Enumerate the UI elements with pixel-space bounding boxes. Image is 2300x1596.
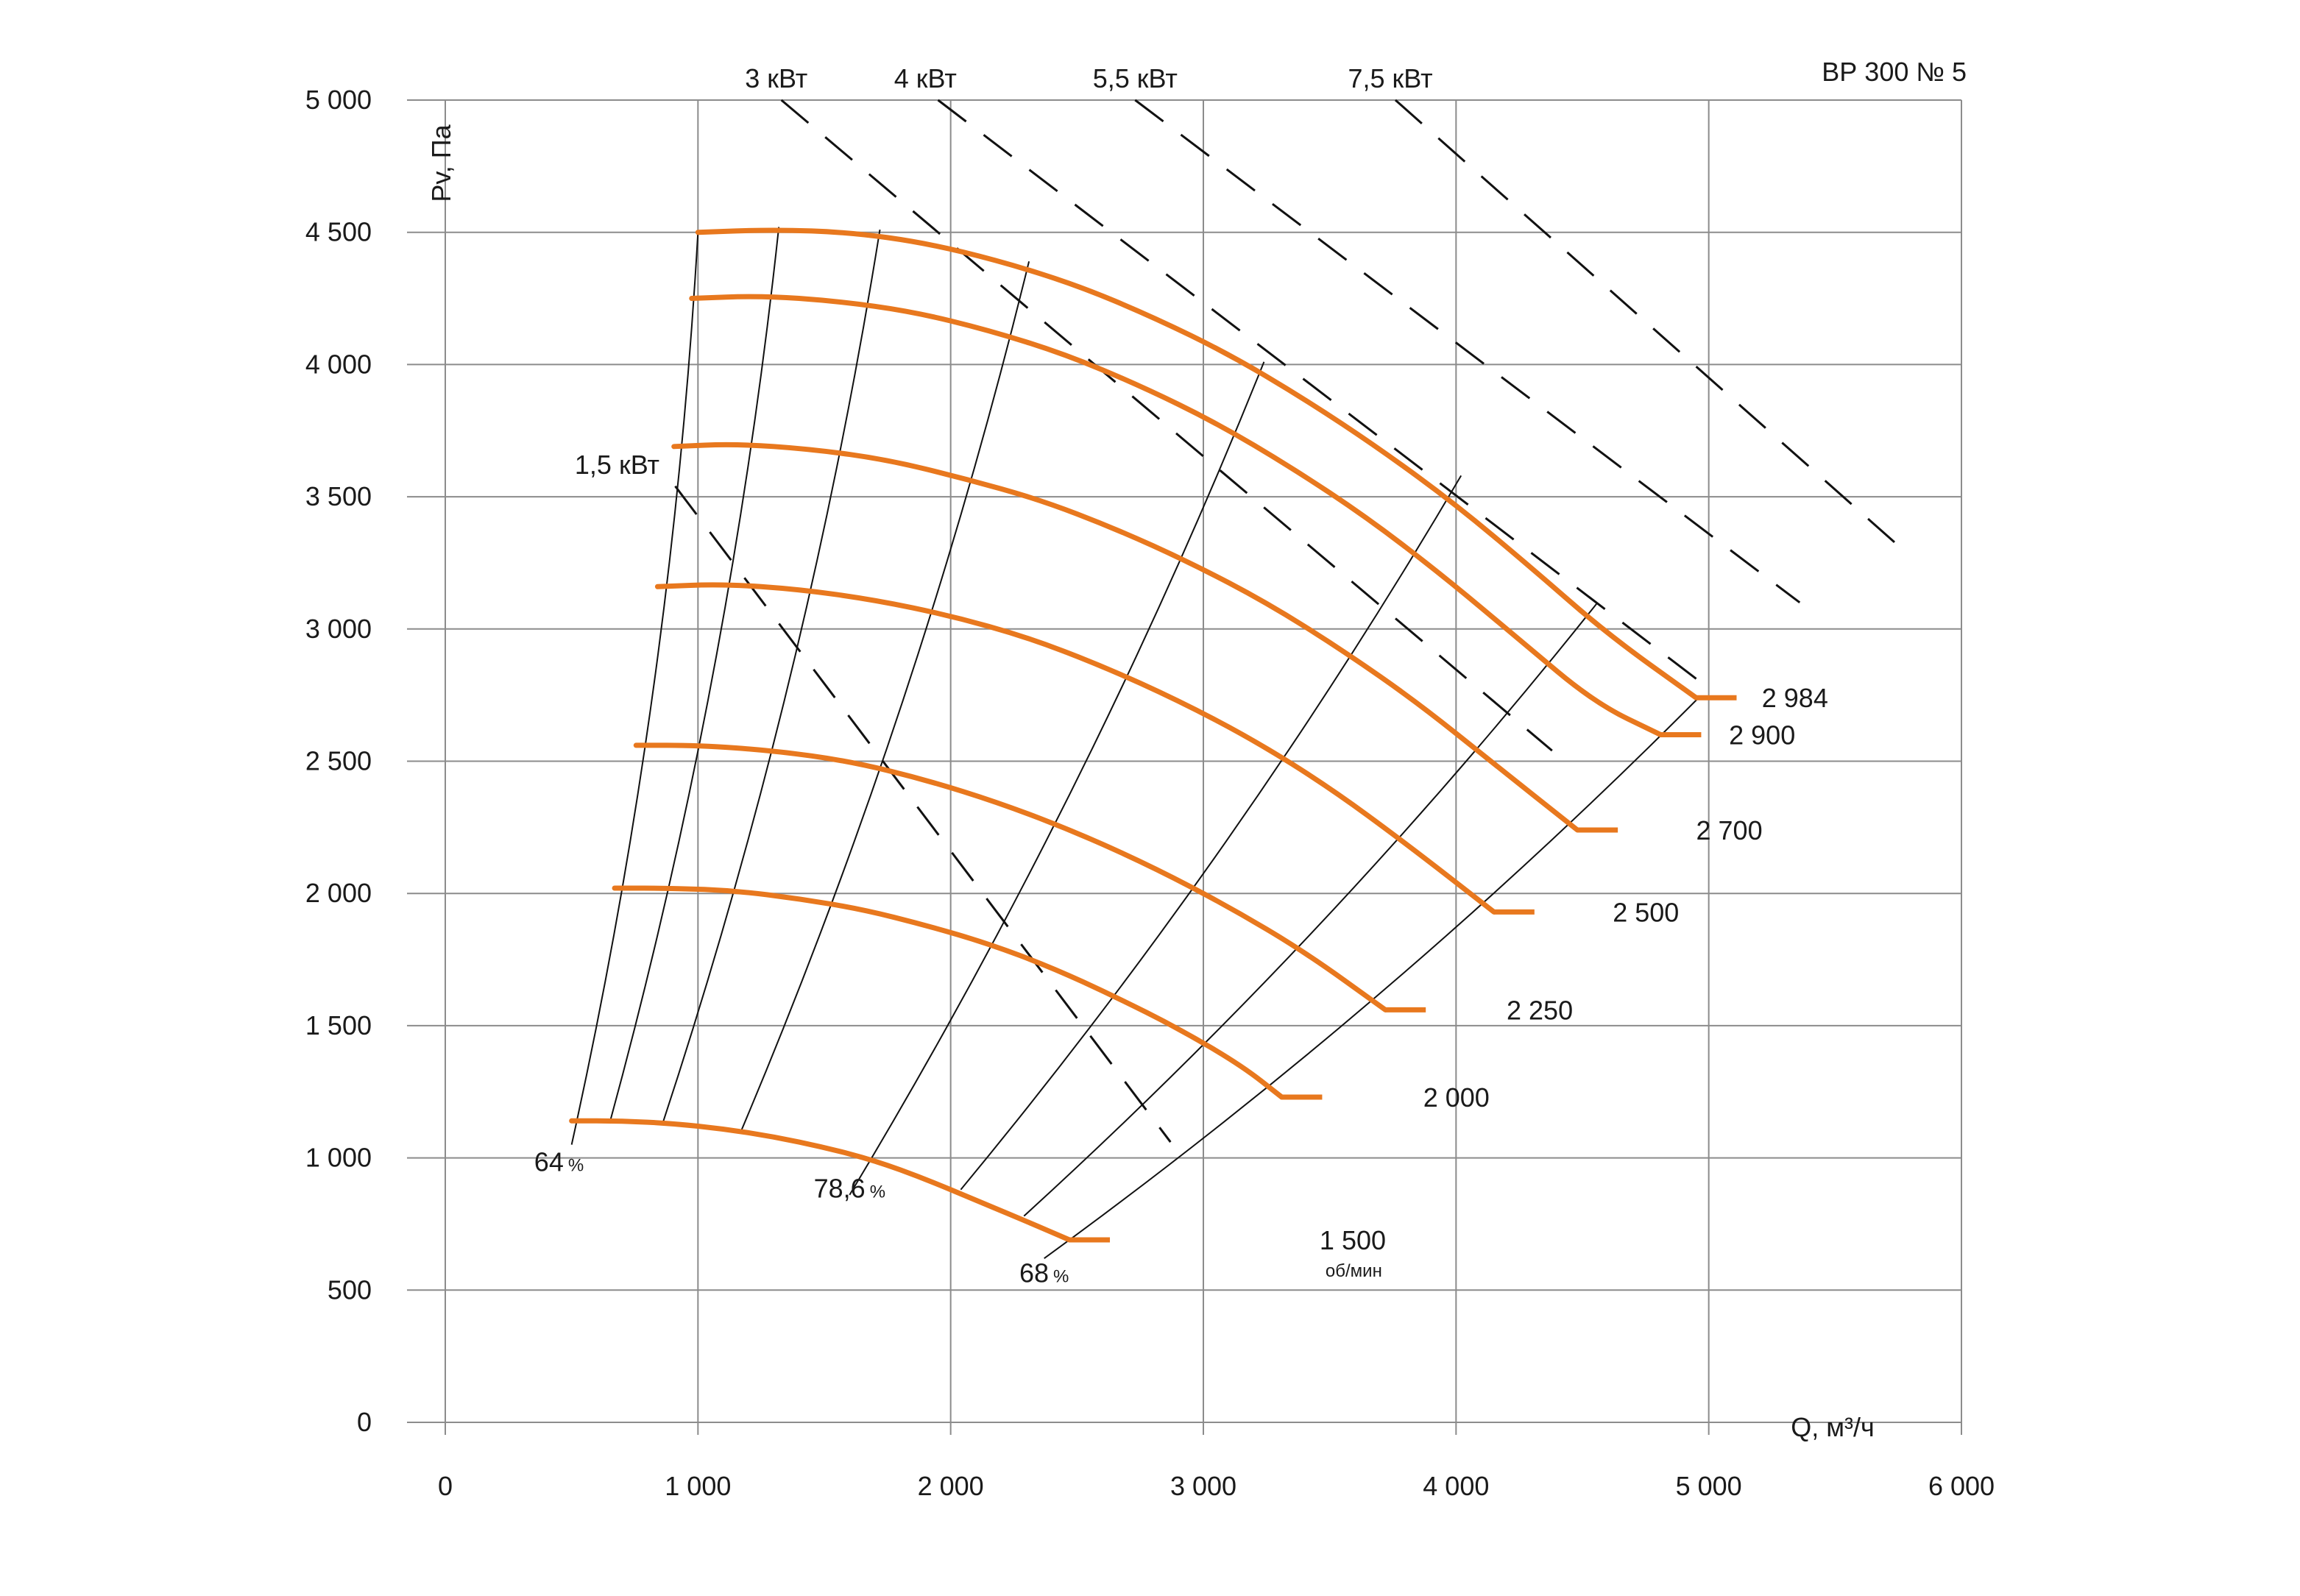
rpm-curve: [569, 1118, 1072, 1243]
rpm-label: 2 984: [1762, 683, 1828, 713]
rpm-label: 2 700: [1696, 815, 1763, 845]
x-tick-label: 5 000: [1676, 1471, 1742, 1501]
rpm-label: 2 250: [1507, 995, 1573, 1025]
efficiency-line: [740, 260, 1030, 1132]
power-label: 1,5 кВт: [575, 450, 659, 480]
x-tick-label: 2 000: [918, 1471, 984, 1501]
rpm-curve: [612, 885, 1284, 1100]
rpm-label: 2 900: [1729, 720, 1795, 751]
y-tick-label: 4 000: [305, 349, 372, 379]
y-tick-label: 1 000: [305, 1143, 372, 1173]
y-axis-label: Pv, Па: [426, 124, 456, 202]
y-tick-label: 2 500: [305, 746, 372, 776]
power-lines: 1,5 кВт 3 кВт 4 кВт 5,5 кВт 7,5 кВт: [575, 63, 1907, 1143]
y-tick-label: 500: [328, 1274, 372, 1305]
rpm-curves: [569, 227, 1737, 1243]
efficiency-line: [849, 361, 1265, 1196]
power-line: [1134, 99, 1801, 604]
efficiency-label: 68%: [1019, 1258, 1069, 1288]
y-tick-label: 3 000: [305, 614, 372, 644]
power-label: 3 кВт: [745, 63, 807, 93]
power-label: 4 кВт: [894, 63, 957, 93]
power-line: [674, 485, 1172, 1143]
efficiency-line: [662, 229, 881, 1124]
efficiency-line: [609, 227, 780, 1124]
power-line: [780, 99, 1553, 752]
rpm-curve: [671, 441, 1580, 833]
y-tick-label: 1 500: [305, 1010, 372, 1040]
power-label: 5,5 кВт: [1093, 63, 1178, 93]
power-line: [937, 99, 1705, 686]
power-line: [1394, 99, 1907, 553]
rpm-unit-label: об/мин: [1326, 1261, 1382, 1281]
rpm-label: 2 500: [1613, 897, 1679, 927]
x-tick-label: 0: [438, 1471, 453, 1501]
rpm-curve: [633, 742, 1388, 1012]
x-tick-label: 3 000: [1170, 1471, 1236, 1501]
y-tick-label: 3 500: [305, 481, 372, 511]
y-tick-label: 2 000: [305, 878, 372, 908]
rpm-label: 1 500: [1320, 1225, 1386, 1255]
rpm-curve: [695, 227, 1699, 701]
y-tick-label: 0: [357, 1407, 372, 1437]
y-tick-label: 4 500: [305, 217, 372, 247]
efficiency-line: [960, 475, 1462, 1191]
efficiency-line: [570, 232, 699, 1145]
rpm-curve: [654, 582, 1497, 915]
rpm-label: 2 000: [1423, 1082, 1490, 1113]
rpm-curve: [689, 294, 1663, 738]
efficiency-label: 78,6%: [814, 1174, 885, 1204]
y-tick-label: 5 000: [305, 85, 372, 115]
efficiency-line: [1044, 697, 1699, 1259]
x-tick-label: 6 000: [1928, 1471, 1995, 1501]
x-axis-label: Q, м³/ч: [1791, 1412, 1875, 1442]
efficiency-lines: 64 % 78,6 % 68%: [534, 227, 1699, 1288]
annotation-labels: 2 984 2 900 2 700 2 500 2 250 2 000 1 500 об/ми…: [1320, 683, 1828, 1281]
grid-layer: 0 1 000 2 000 3 000 4 000 5 000 6 000 0 500 1 000…: [305, 85, 1995, 1501]
efficiency-label: 64%: [534, 1147, 584, 1177]
chart-title: ВР 300 № 5: [1822, 57, 1967, 87]
power-label: 7,5 кВт: [1348, 63, 1433, 93]
efficiency-line: [1023, 602, 1599, 1217]
x-tick-label: 4 000: [1423, 1471, 1489, 1501]
x-tick-label: 1 000: [665, 1471, 731, 1501]
